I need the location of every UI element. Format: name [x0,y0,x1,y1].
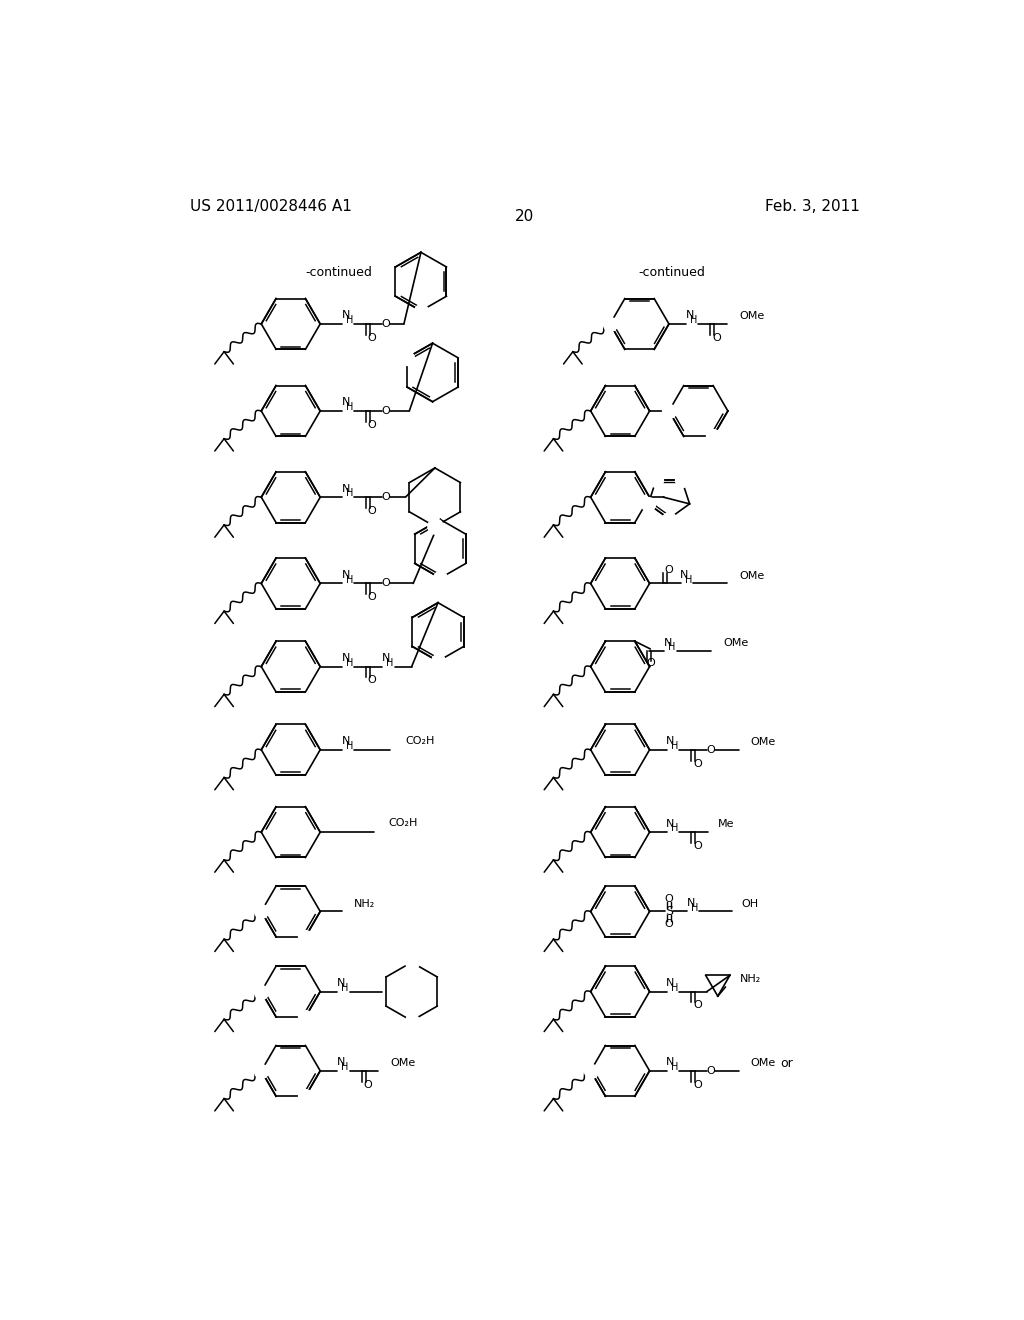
Text: O: O [665,919,674,929]
Text: NH: NH [428,520,442,531]
Text: OMe: OMe [739,570,765,581]
Text: H: H [671,982,678,993]
Text: N: N [434,656,442,667]
Text: N: N [436,573,444,583]
Text: N: N [342,483,350,494]
Text: OMe: OMe [751,1059,775,1068]
Text: OMe: OMe [751,737,775,747]
Text: N: N [408,957,416,968]
Text: N: N [667,978,675,989]
Text: CO₂H: CO₂H [388,818,418,828]
Text: O: O [368,593,377,602]
Text: N: N [686,898,695,908]
Text: N: N [680,570,688,579]
Text: O: O [693,1080,702,1090]
Text: N: N [665,513,673,524]
Text: -continued: -continued [638,265,705,279]
Text: N: N [417,306,425,315]
Text: N: N [337,978,345,989]
Text: H: H [346,403,353,412]
Text: O: O [382,578,390,589]
Text: N: N [403,352,411,363]
Text: O: O [408,1016,416,1026]
Text: N: N [302,1092,309,1101]
Text: OMe: OMe [739,312,765,321]
Text: H: H [685,574,692,585]
Text: O: O [713,333,721,343]
Text: O: O [382,407,390,416]
Text: NH₂: NH₂ [354,899,376,908]
Text: N: N [382,653,390,663]
Text: or: or [779,1056,793,1069]
Text: N: N [644,499,652,510]
Text: O: O [707,744,715,755]
Text: CO₂H: CO₂H [406,735,435,746]
Text: N: N [342,737,350,746]
Text: H: H [690,315,697,325]
Text: O: O [646,657,654,668]
Text: N: N [678,475,686,484]
Text: N: N [606,319,614,329]
Text: N: N [667,737,675,746]
Text: H: H [346,741,353,751]
Text: H: H [671,1063,678,1072]
Text: H: H [386,657,393,668]
Text: H: H [341,1063,349,1072]
Text: 20: 20 [515,209,535,223]
Text: N: N [342,397,350,408]
Text: N: N [667,818,675,829]
Text: US 2011/0028446 A1: US 2011/0028446 A1 [190,198,352,214]
Text: H: H [346,574,353,585]
Text: H: H [346,488,353,499]
Text: N: N [337,1057,345,1068]
Text: N: N [302,932,309,941]
Text: OH: OH [741,899,758,908]
Text: NH₂: NH₂ [739,974,761,985]
Text: S: S [665,906,673,917]
Text: N: N [342,653,350,663]
Text: O: O [368,506,377,516]
Text: O: O [693,1001,702,1010]
Text: N: N [664,638,673,648]
Text: N: N [686,310,694,321]
Text: O: O [665,565,674,574]
Text: N: N [257,986,265,997]
Text: O: O [693,759,702,768]
Text: H: H [346,657,353,668]
Text: -continued: -continued [305,265,373,279]
Text: Me: Me [718,820,734,829]
Text: Feb. 3, 2011: Feb. 3, 2011 [765,198,859,214]
Text: O: O [382,319,390,329]
Text: N: N [652,475,660,484]
Text: OMe: OMe [391,1059,416,1068]
Text: H: H [691,903,698,912]
Text: N: N [667,1057,675,1068]
Text: O: O [382,492,390,502]
Text: N: N [302,1012,309,1022]
Text: O: O [707,1065,715,1076]
Text: O: O [665,894,674,904]
Text: N: N [257,907,265,916]
Text: O: O [368,676,377,685]
Text: N: N [665,407,673,416]
Text: O: O [693,841,702,851]
Text: OMe: OMe [723,638,749,648]
Text: H: H [346,315,353,325]
Text: O: O [368,420,377,430]
Text: N: N [342,310,350,321]
Text: H: H [671,824,678,833]
Text: N: N [257,1065,265,1076]
Text: N: N [710,432,717,441]
Text: H: H [669,642,676,652]
Text: O: O [368,333,377,343]
Text: O: O [364,1080,373,1090]
Text: H: H [341,982,349,993]
Text: H: H [671,741,678,751]
Text: N: N [342,570,350,579]
Text: N: N [587,1065,595,1076]
